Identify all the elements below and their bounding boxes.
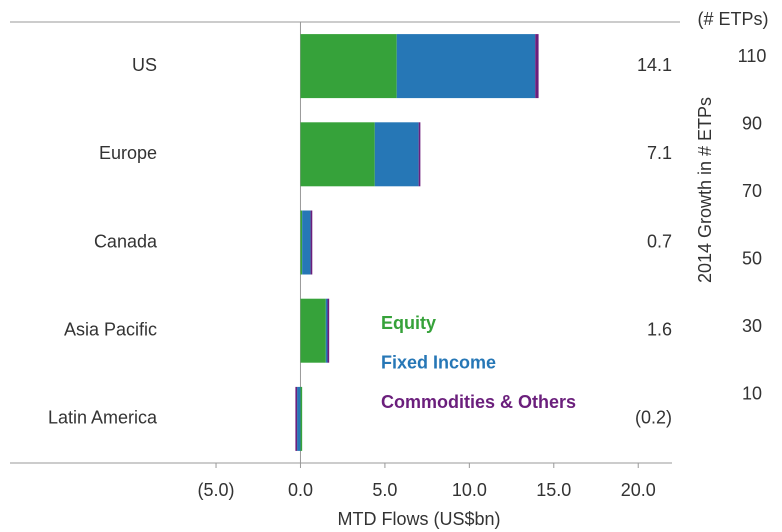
bar-segment	[325, 298, 328, 363]
bar-segment	[396, 34, 536, 99]
bar-segment	[295, 386, 298, 451]
bar-segment	[418, 122, 421, 187]
y2-tick-label: 10	[742, 383, 762, 403]
bar-segment	[300, 298, 326, 363]
x-tick-label: 20.0	[621, 480, 656, 500]
y2-tick-label: 50	[742, 248, 762, 268]
x-tick-label: 0.0	[288, 480, 313, 500]
category-label: Europe	[99, 143, 157, 163]
x-tick-label: 5.0	[372, 480, 397, 500]
bar-segment	[374, 122, 419, 187]
x-tick-label: 10.0	[452, 480, 487, 500]
bar-segment	[300, 34, 397, 99]
bar-segment	[297, 386, 301, 451]
y2-unit: (# ETPs)	[697, 9, 768, 29]
y2-tick-label: 70	[742, 181, 762, 201]
x-tick-label: (5.0)	[198, 480, 235, 500]
bar-segment	[300, 386, 303, 451]
category-label: Canada	[94, 231, 158, 251]
bar-segment	[535, 34, 539, 99]
bar-segment	[310, 210, 313, 275]
category-label: Latin America	[48, 408, 158, 428]
total-label: (0.2)	[635, 408, 672, 428]
bar-segment	[327, 298, 330, 363]
bar-segment	[300, 122, 375, 187]
legend-entry: Commodities & Others	[381, 392, 576, 412]
total-label: 14.1	[637, 55, 672, 75]
bar-segment	[302, 210, 311, 275]
x-axis-title: MTD Flows (US$bn)	[337, 509, 500, 529]
y2-tick-label: 30	[742, 316, 762, 336]
legend-entry: Equity	[381, 313, 436, 333]
total-label: 7.1	[647, 143, 672, 163]
total-label: 1.6	[647, 319, 672, 339]
category-label: Asia Pacific	[64, 319, 157, 339]
legend-entry: Fixed Income	[381, 352, 496, 372]
y2-tick-label: 110	[738, 46, 767, 66]
x-tick-label: 15.0	[536, 480, 571, 500]
total-label: 0.7	[647, 231, 672, 251]
bar-segment	[300, 210, 303, 275]
category-label: US	[132, 55, 157, 75]
y2-axis-title: 2014 Growth in # ETPs	[695, 97, 715, 283]
y2-tick-label: 90	[742, 113, 762, 133]
